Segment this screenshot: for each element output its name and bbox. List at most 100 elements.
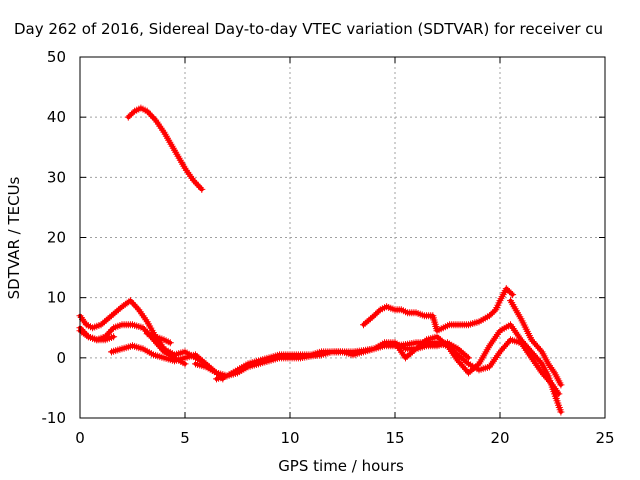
data-point [498,346,505,354]
data-point [548,365,556,373]
data-point [403,352,411,360]
data-point [417,340,425,348]
data-point [412,345,420,353]
data-point [509,291,517,299]
data-point [125,298,133,306]
data-point [462,365,469,373]
data-point [363,318,371,326]
data-point [198,185,206,193]
data-point [528,348,535,356]
data-point [410,346,418,354]
data-point [529,350,537,358]
y-tick-label: 0 [56,349,66,367]
y-tick-label: 40 [47,108,66,126]
data-point [97,321,105,329]
data-point [360,321,367,329]
data-point [193,180,201,188]
data-point [405,351,413,359]
x-tick-label: 0 [75,429,85,447]
data-point [534,343,541,351]
data-point [535,344,543,352]
data-point [111,309,119,317]
data-point [154,341,162,349]
data-point [535,356,543,364]
data-point [104,315,112,323]
data-point [486,312,493,320]
data-point [458,354,465,362]
y-tick-label: 10 [47,289,66,307]
data-point [457,360,465,368]
data-point [147,111,155,119]
chart-title: Day 262 of 2016, Sidereal Day-to-day VTE… [14,20,603,38]
data-point [145,109,153,117]
data-point [442,340,450,348]
data-point [372,310,380,318]
data-point [370,312,378,320]
data-point [153,339,160,347]
data-point [143,107,151,115]
data-point [537,358,544,366]
data-point [77,314,85,322]
plot-area [76,104,565,416]
data-point [501,343,508,351]
data-point [529,338,537,346]
data-point [502,285,510,293]
data-point [502,341,510,349]
data-point [126,112,134,120]
data-point [440,339,448,347]
data-point [416,342,423,350]
data-point [522,341,529,349]
series-arc-i [391,321,565,416]
data-point [507,289,515,297]
x-tick-label: 20 [490,429,509,447]
data-point [148,113,156,121]
data-point [557,408,565,416]
data-point [151,338,159,346]
data-point [414,343,422,351]
data-point [435,334,443,342]
data-point [437,336,444,344]
data-point [409,348,416,356]
data-point [557,381,565,389]
data-point [520,339,528,347]
series-arc-j [507,297,565,389]
data-point [456,346,464,354]
data-point [461,351,469,359]
y-tick-label: 50 [47,48,66,66]
data-point [141,325,148,333]
data-point [534,355,541,363]
data-point [373,309,381,317]
x-tick-label: 25 [595,429,614,447]
data-point [124,113,132,121]
data-point [105,329,113,337]
data-point [525,344,532,352]
data-point [532,353,540,361]
data-point [407,349,415,357]
y-axis-label: SDTVAR / TECUs [5,176,23,299]
data-point [454,357,462,365]
data-point [365,316,373,324]
data-point [490,307,498,315]
data-point [526,346,534,354]
data-point [532,341,540,349]
data-point [106,313,114,321]
data-point [456,359,463,367]
series-arc-e [143,330,174,347]
data-point [101,318,108,326]
data-point [126,297,134,305]
data-point [375,307,383,315]
data-point [505,338,513,346]
data-point [421,337,429,345]
data-point [115,306,122,314]
data-point [433,333,441,341]
data-point [487,310,495,318]
data-point [192,351,199,359]
data-point [454,345,462,353]
data-point [461,357,469,365]
series-arc-g [213,339,472,383]
data-point [110,333,118,341]
data-point [128,298,136,306]
data-point [528,336,535,344]
data-point [402,354,409,362]
